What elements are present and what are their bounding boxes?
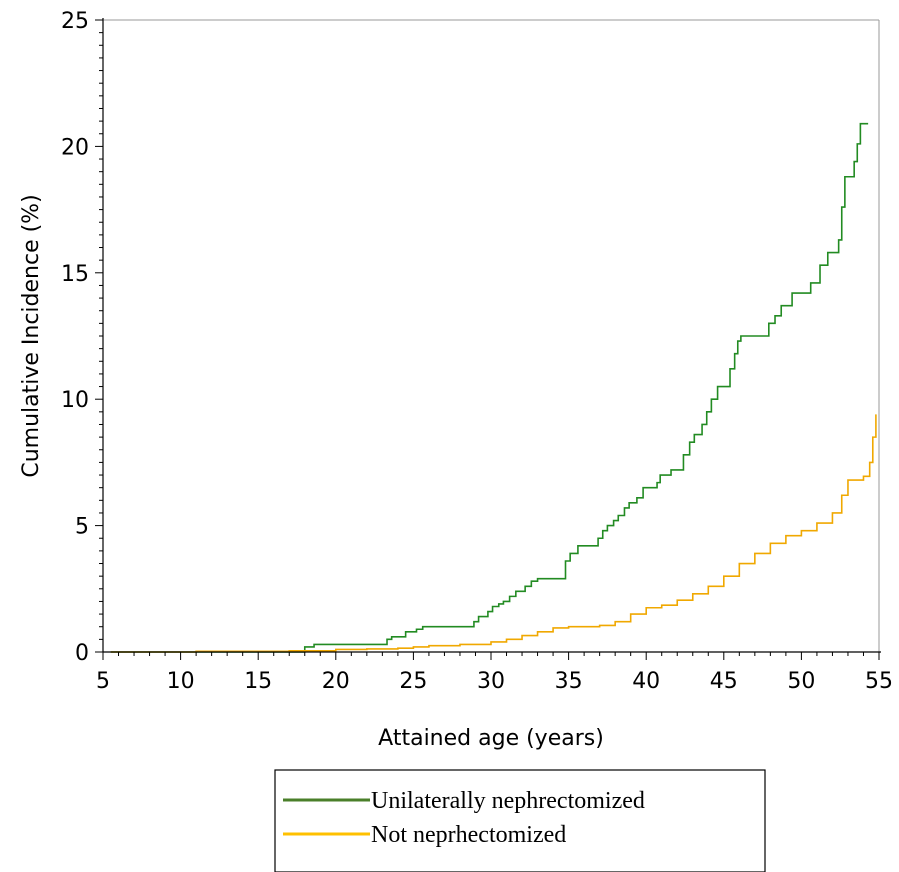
y-tick-label: 5 [75, 515, 89, 540]
x-tick-label: 55 [865, 669, 893, 694]
x-tick-label: 45 [710, 669, 738, 694]
y-tick-label: 0 [75, 641, 89, 666]
y-tick-label: 25 [61, 9, 89, 34]
series-line-not-neprhectomized [110, 414, 877, 653]
legend-box [274, 769, 766, 872]
legend: Unilaterally nephrectomized Not neprhect… [274, 769, 766, 872]
x-axis-title: Attained age (years) [378, 726, 604, 751]
x-tick-label: 5 [96, 669, 110, 694]
legend-label-not-neprhectomized: Not neprhectomized [371, 822, 566, 848]
legend-label-unilaterally-nephrectomized: Unilaterally nephrectomized [371, 788, 645, 814]
x-tick-label: 40 [632, 669, 660, 694]
y-axis-title: Cumulative Incidence (%) [19, 194, 44, 477]
series-lines [110, 122, 877, 653]
x-tick-label: 35 [555, 669, 583, 694]
x-tick-label: 20 [322, 669, 350, 694]
plot-frame [103, 19, 880, 652]
x-tick-label: 50 [787, 669, 815, 694]
y-tick-label: 10 [61, 388, 89, 413]
x-tick-label: 15 [244, 669, 272, 694]
x-tick-label: 30 [477, 669, 505, 694]
series-line-unilaterally-nephrectomized [110, 122, 869, 653]
x-tick-label: 25 [399, 669, 427, 694]
y-tick-label: 20 [61, 135, 89, 160]
y-tick-label: 15 [61, 262, 89, 287]
x-tick-label: 10 [167, 669, 195, 694]
